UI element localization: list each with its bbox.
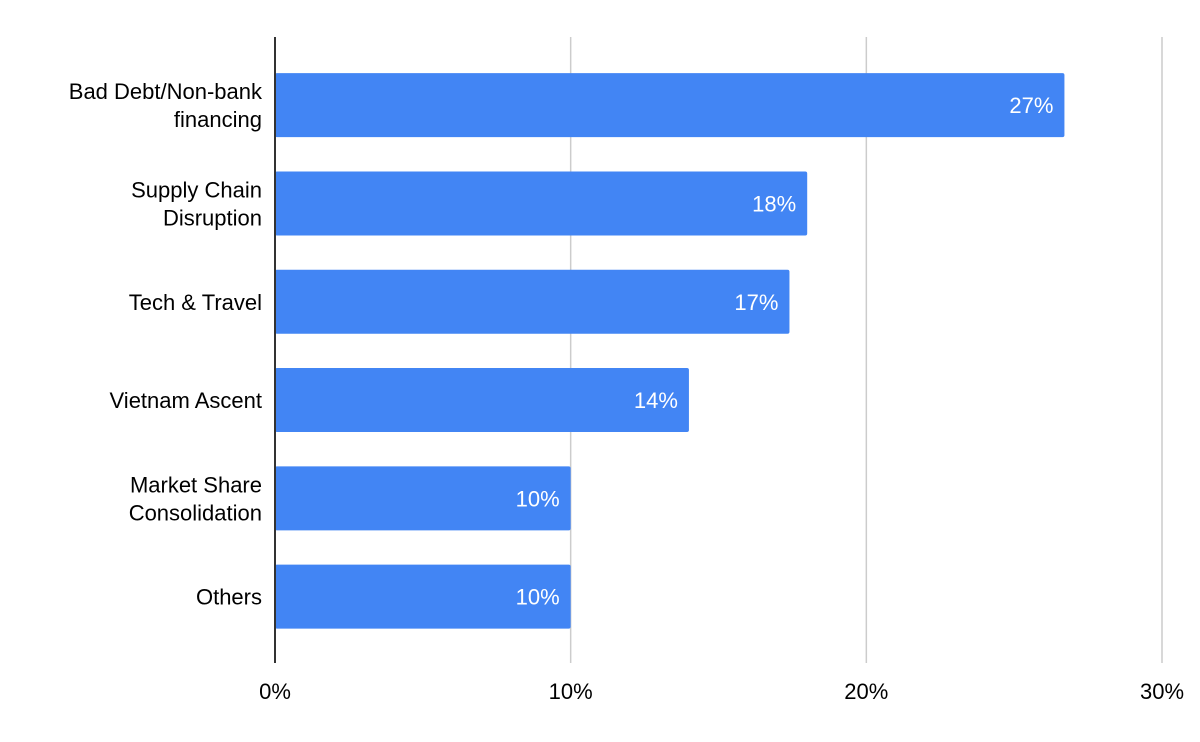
bar (275, 466, 571, 531)
data-label: 17% (734, 290, 778, 315)
category-label: Disruption (163, 205, 262, 230)
data-label: 18% (752, 191, 796, 216)
x-axis-tick-labels: 0% 10% 20% 30% (259, 679, 1184, 704)
category-label: Market Share (130, 472, 262, 497)
bar (275, 564, 571, 629)
bar (275, 73, 1065, 138)
category-labels: Bad Debt/Non-bank financing Supply Chain Di… (69, 79, 263, 610)
category-label: Others (196, 585, 262, 610)
category-label: Tech & Travel (129, 290, 262, 315)
category-label: Consolidation (129, 500, 262, 525)
data-label: 14% (634, 388, 678, 413)
bar (275, 368, 689, 433)
bars (275, 73, 1065, 629)
data-label: 10% (516, 585, 560, 610)
x-tick-label: 30% (1140, 679, 1184, 704)
data-labels: 27% 18% 17% 14% 10% 10% (516, 93, 1054, 610)
x-tick-label: 20% (844, 679, 888, 704)
gridlines (569, 37, 1163, 663)
data-label: 10% (516, 486, 560, 511)
category-label: Bad Debt/Non-bank (69, 79, 263, 104)
data-label: 27% (1009, 93, 1053, 118)
x-tick-label: 0% (259, 679, 291, 704)
category-label: financing (174, 107, 262, 132)
bar (275, 171, 808, 236)
x-tick-label: 10% (549, 679, 593, 704)
bar (275, 269, 790, 334)
category-label: Vietnam Ascent (110, 388, 262, 413)
category-label: Supply Chain (131, 177, 262, 202)
